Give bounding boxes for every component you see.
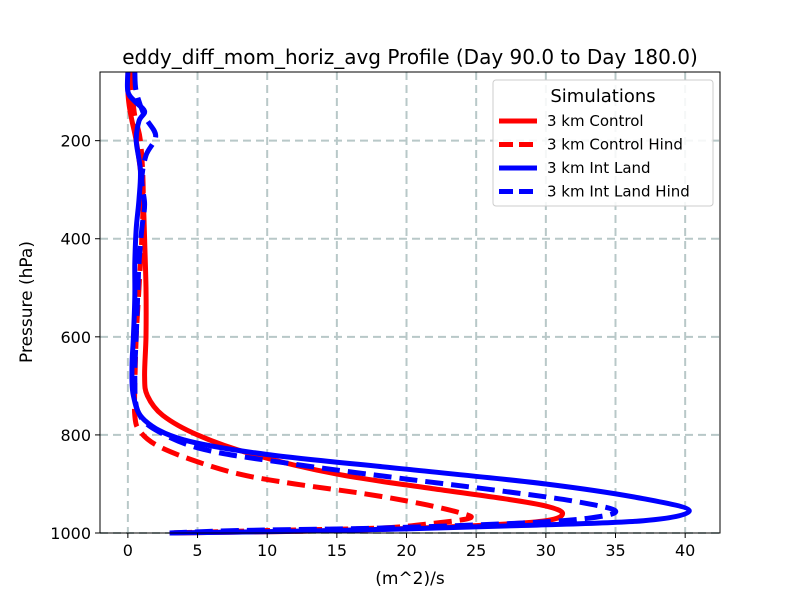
data-series: [124, 71, 692, 536]
legend-label: 3 km Control Hind: [547, 136, 683, 154]
legend-label: 3 km Int Land: [547, 159, 651, 177]
legend-title: Simulations: [550, 86, 655, 107]
y-tick-label: 600: [60, 328, 91, 347]
y-tick-label: 200: [60, 132, 91, 151]
chart-title: eddy_diff_mom_horiz_avg Profile (Day 90.…: [122, 45, 698, 69]
y-tick-label: 800: [60, 426, 91, 445]
x-tick-label: 30: [536, 541, 556, 560]
x-tick-label: 40: [675, 541, 695, 560]
axis-ticks: 0 5 10 15 20 25 30 35 40 200 400 600 800 1000: [50, 132, 695, 560]
series-line-3-km-int-land-hind: [132, 71, 619, 536]
y-tick-label: 400: [60, 230, 91, 249]
x-tick-label: 5: [192, 541, 202, 560]
plot-area-frame: [99, 71, 721, 534]
x-axis-label: (m^2)/s: [375, 569, 445, 589]
x-tick-label: 15: [327, 541, 347, 560]
y-tick-label: 1000: [50, 524, 91, 543]
legend-label: 3 km Int Land Hind: [547, 183, 690, 201]
legend-items: 3 km Control 3 km Control Hind 3 km Int La…: [499, 112, 690, 201]
x-tick-label: 35: [605, 541, 625, 560]
legend-label: 3 km Control: [547, 112, 644, 130]
legend-box: [492, 79, 714, 207]
x-tick-label: 10: [257, 541, 277, 560]
legend: Simulations 3 km Control 3 km Control Hin…: [492, 79, 714, 207]
x-tick-label: 0: [123, 541, 133, 560]
x-tick-label: 20: [396, 541, 416, 560]
x-tick-label: 25: [466, 541, 486, 560]
y-axis-label: Pressure (hPa): [17, 241, 37, 363]
